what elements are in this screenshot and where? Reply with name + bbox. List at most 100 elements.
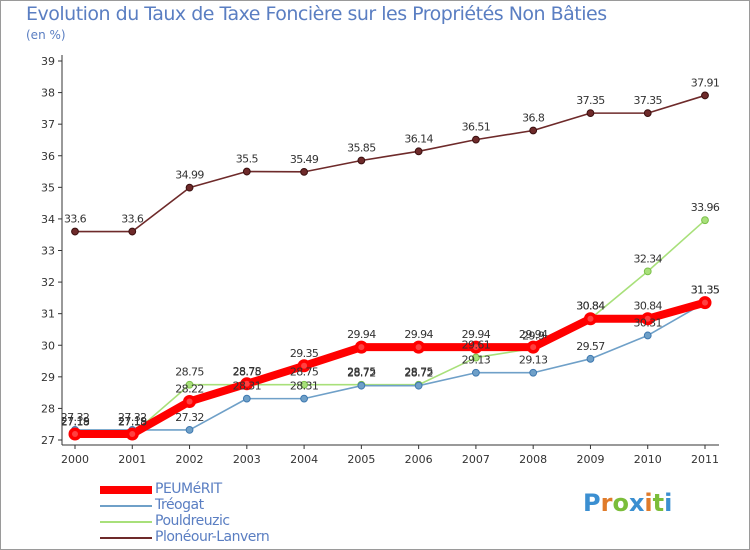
series-2-data-label: 28.75 (404, 366, 433, 379)
y-tick-label: 34 (41, 213, 55, 226)
series-1-point (242, 394, 251, 403)
y-tick-label: 38 (41, 87, 55, 100)
series-0-line (75, 298, 707, 438)
series-1-point (357, 381, 366, 390)
series-3-data-label: 37.91 (691, 76, 720, 89)
chart-subtitle: (en %) (26, 28, 66, 42)
y-tick-28: 28 (41, 402, 62, 415)
y-tick-label: 32 (41, 276, 55, 289)
x-tick-2011: 2011 (691, 445, 719, 466)
series-0-point-inner (530, 344, 537, 351)
series-2-data-label: 28.75 (175, 366, 204, 379)
series-3-data-label: 37.35 (633, 94, 662, 107)
series-3-point (643, 109, 652, 118)
series-1-data-label: 29.13 (462, 354, 491, 367)
series-3-point (529, 126, 538, 135)
y-tick-label: 29 (41, 371, 55, 384)
series-3-data-label: 35.85 (347, 141, 376, 154)
y-tick-label: 33 (41, 245, 55, 258)
series-3-point (586, 109, 595, 118)
series-2-point (643, 267, 652, 276)
x-tick-label: 2003 (233, 453, 261, 466)
series-1-point (300, 394, 308, 403)
series-1-data-label: 31.35 (691, 284, 720, 297)
y-tick-33: 33 (41, 245, 62, 258)
series-0-data-label: 30.84 (633, 300, 662, 313)
series-1-data-label: 30.31 (633, 316, 662, 329)
x-tick-2001: 2001 (118, 445, 146, 466)
series-1-point (472, 368, 480, 377)
series-1-data-label: 29.13 (519, 354, 548, 367)
series-3-line (75, 94, 706, 233)
series-2-data-label: 27.18 (118, 415, 147, 428)
series-2-data-label: 29.9 (522, 329, 545, 342)
series-2-data-label: 28.75 (290, 366, 319, 379)
series-0-point-inner (415, 344, 422, 351)
y-tick-label: 37 (41, 118, 55, 131)
series-0-point-inner (243, 380, 250, 387)
series-1-data-label: 29.57 (576, 340, 605, 353)
y-tick-label: 35 (41, 181, 55, 194)
series-0-point-inner (72, 430, 78, 437)
y-tick-36: 36 (41, 150, 62, 163)
series-0-point-inner (301, 362, 308, 369)
series-0-data-label: 28.22 (175, 382, 204, 395)
y-tick-label: 30 (41, 339, 55, 352)
series-3-point (71, 227, 79, 236)
series-3-data-label: 36.14 (404, 132, 433, 145)
series-2-point (472, 353, 480, 362)
x-tick-2010: 2010 (634, 445, 662, 466)
x-tick-label: 2006 (405, 453, 433, 466)
legend-label: Pouldreuzic (155, 513, 230, 529)
series-0-point-inner (186, 398, 193, 405)
series-3-point (128, 227, 137, 236)
series-2-data-label: 33.96 (691, 201, 720, 214)
series-1-line (75, 301, 706, 431)
series-3-data-label: 34.99 (175, 169, 204, 182)
legend-swatch (100, 521, 152, 523)
series-0-point-inner (358, 344, 365, 351)
x-tick-2002: 2002 (176, 445, 204, 466)
series-0-point-inner (587, 315, 594, 322)
series-0-point-inner (702, 299, 708, 306)
series-0-data-label: 27.19 (61, 415, 90, 428)
x-tick-label: 2004 (290, 453, 318, 466)
series-2-data-label: 27.18 (61, 415, 90, 428)
series-0-point-inner (472, 344, 479, 351)
chart-title: Evolution du Taux de Taxe Foncière sur l… (26, 3, 607, 25)
series-0-data-label: 29.35 (290, 347, 319, 360)
x-tick-2007: 2007 (462, 445, 490, 466)
series-3-data-label: 37.35 (576, 94, 605, 107)
legend-swatch (100, 486, 152, 494)
x-tick-2004: 2004 (290, 445, 318, 466)
y-tick-label: 28 (41, 402, 55, 415)
y-tick-30: 30 (41, 339, 62, 352)
series-1-point (529, 368, 538, 377)
series-3-data-label: 35.49 (290, 153, 319, 166)
series-0-point-inner (129, 430, 136, 437)
y-tick-label: 36 (41, 150, 55, 163)
series-2-data-label: 30.84 (576, 300, 605, 313)
legend-swatch (100, 505, 152, 507)
series-3-data-label: 35.5 (236, 153, 259, 166)
x-tick-2006: 2006 (405, 445, 433, 466)
series-0-point-inner (644, 315, 651, 322)
series-1-point (414, 381, 423, 390)
legend-label: Tréogat (155, 497, 204, 513)
x-tick-label: 2002 (176, 453, 204, 466)
series-2-point (300, 380, 308, 389)
x-tick-2000: 2000 (61, 445, 89, 466)
series-2-point (185, 380, 194, 389)
series-0-data-label: 27.19 (118, 415, 147, 428)
y-tick-label: 27 (41, 434, 55, 447)
series-3-point (185, 183, 194, 192)
series-2-data-label: 28.75 (233, 366, 262, 379)
series-1-data-label: 28.31 (233, 380, 262, 393)
x-tick-2008: 2008 (519, 445, 547, 466)
series-1-point (586, 354, 595, 363)
series-3-point (242, 167, 251, 176)
x-tick-label: 2010 (634, 453, 662, 466)
y-tick-35: 35 (41, 181, 62, 194)
